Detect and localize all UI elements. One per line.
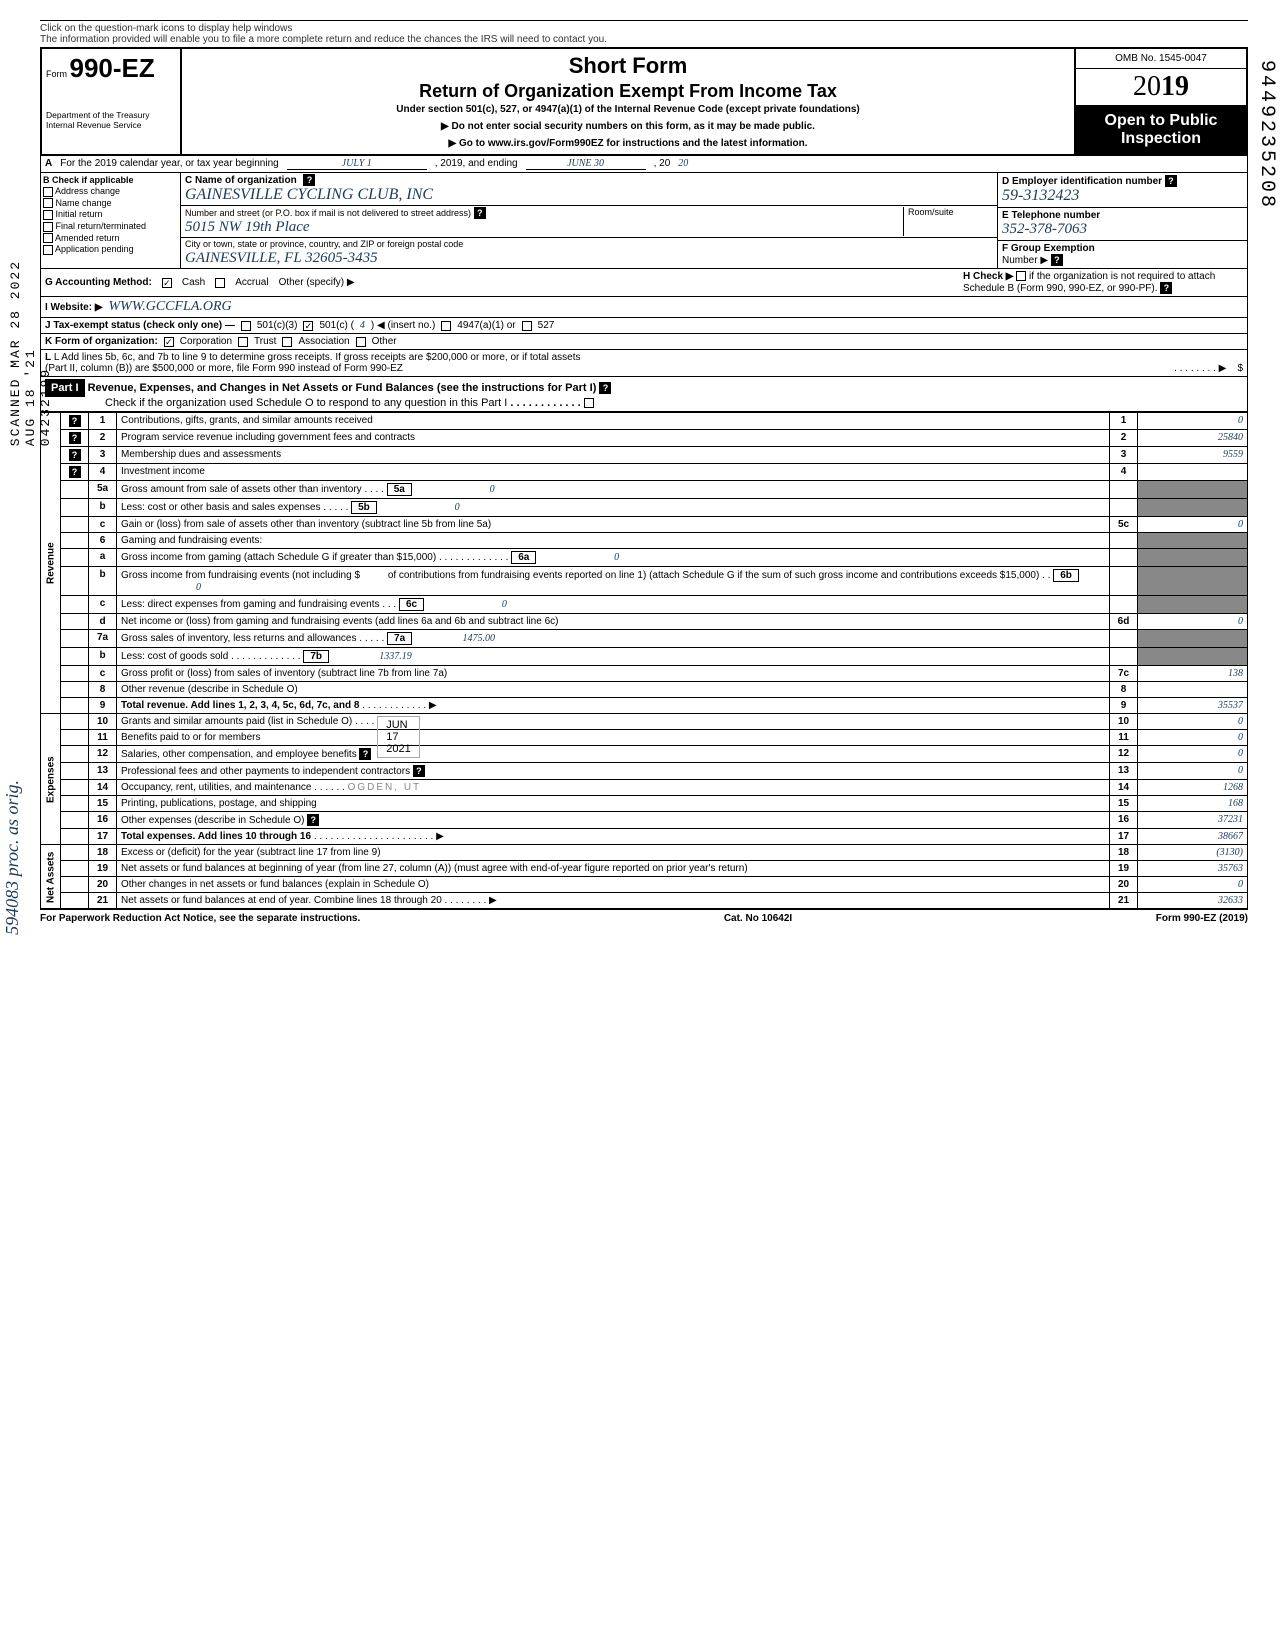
expenses-label: Expenses [41, 714, 61, 845]
column-c-name-address: C Name of organization ? GAINESVILLE CYC… [181, 173, 997, 268]
check-corporation[interactable]: ✓ [164, 337, 174, 347]
check-501c3[interactable] [241, 321, 251, 331]
city-state-zip[interactable]: GAINESVILLE, FL 32605-3435 [185, 250, 378, 266]
line-2-amount[interactable]: 25840 [1138, 430, 1248, 447]
check-501c[interactable]: ✓ [303, 321, 313, 331]
check-4947[interactable] [441, 321, 451, 331]
form-subtitle: Return of Organization Exempt From Incom… [190, 81, 1066, 102]
help-icon[interactable]: ? [474, 207, 486, 219]
ogden-stamp: OGDEN, UT [348, 782, 422, 793]
part-1-header: Part I Revenue, Expenses, and Changes in… [40, 377, 1248, 412]
form-title-box: Short Form Return of Organization Exempt… [182, 49, 1076, 154]
website[interactable]: WWW.GCCFLA.ORG [109, 299, 232, 315]
line-3-amount[interactable]: 9559 [1138, 447, 1248, 464]
check-final-return[interactable]: Final return/terminated [43, 221, 178, 232]
help-banner: Click on the question-mark icons to disp… [40, 20, 1248, 47]
line-a: A For the 2019 calendar year, or tax yea… [40, 156, 1248, 173]
ein[interactable]: 59-3132423 [1002, 187, 1079, 204]
help-icon[interactable]: ? [413, 765, 425, 777]
line-6c-amount[interactable]: 0 [427, 599, 507, 610]
check-amended-return[interactable]: Amended return [43, 233, 178, 244]
row-i-website: I Website: ▶ WWW.GCCFLA.ORG [40, 297, 1248, 318]
check-accrual[interactable] [215, 278, 225, 288]
line-20-amount[interactable]: 0 [1138, 877, 1248, 893]
line-19-amount[interactable]: 35763 [1138, 861, 1248, 877]
tax-year: 2019 [1076, 69, 1246, 106]
help-icon[interactable]: ? [307, 814, 319, 826]
line-9-amount[interactable]: 35537 [1138, 698, 1248, 714]
line-5c-amount[interactable]: 0 [1138, 517, 1248, 533]
line-8-amount[interactable] [1138, 682, 1248, 698]
line-16-amount[interactable]: 37231 [1138, 812, 1248, 829]
column-d-e-f: D Employer identification number ? 59-31… [997, 173, 1247, 268]
line-10-amount[interactable]: 0 [1138, 714, 1248, 730]
dln-stamp: 9449235208 [1255, 60, 1278, 210]
column-b-checkboxes: B Check if applicable Address change Nam… [41, 173, 181, 268]
margin-handwriting: 594083 proc. as orig. [2, 780, 23, 935]
open-to-public: Open to Public Inspection [1076, 106, 1246, 154]
line-15-amount[interactable]: 168 [1138, 796, 1248, 812]
line-1-amount[interactable]: 0 [1138, 413, 1248, 430]
page-footer: For Paperwork Reduction Act Notice, see … [40, 909, 1248, 924]
omb-number: OMB No. 1545-0047 [1076, 49, 1246, 69]
help-icon[interactable]: ? [599, 382, 611, 394]
tax-year-end-year[interactable]: 20 [678, 158, 688, 170]
check-other-org[interactable] [356, 337, 366, 347]
help-icon[interactable]: ? [1165, 175, 1177, 187]
row-j-tax-status: J Tax-exempt status (check only one) — 5… [40, 318, 1248, 334]
line-12-amount[interactable]: 0 [1138, 746, 1248, 763]
tax-year-end-month[interactable]: JUNE 30 [526, 158, 646, 170]
received-stamp: JUN 17 2021 [377, 716, 419, 758]
check-initial-return[interactable]: Initial return [43, 209, 178, 220]
line-18-amount[interactable]: (3130) [1138, 845, 1248, 861]
check-527[interactable] [522, 321, 532, 331]
line-6b-amount[interactable]: 0 [121, 582, 201, 593]
check-address-change[interactable]: Address change [43, 186, 178, 197]
revenue-label: Revenue [41, 413, 61, 714]
501c-insert[interactable]: 4 [360, 320, 365, 331]
line-14-amount[interactable]: 1268 [1138, 780, 1248, 796]
tax-year-begin[interactable]: JULY 1 [287, 158, 427, 170]
line-11-amount[interactable]: 0 [1138, 730, 1248, 746]
part1-table: Revenue ?1 Contributions, gifts, grants,… [40, 412, 1248, 909]
line-13-amount[interactable]: 0 [1138, 763, 1248, 780]
form-header: Form 990-EZ Department of the Treasury I… [40, 47, 1248, 156]
check-association[interactable] [282, 337, 292, 347]
check-schedule-b[interactable] [1016, 271, 1026, 281]
row-g-h: G Accounting Method: ✓ Cash Accrual Othe… [40, 269, 1248, 297]
line-6a-amount[interactable]: 0 [539, 552, 619, 563]
row-l-gross-receipts: L L Add lines 5b, 6c, and 7b to line 9 t… [40, 350, 1248, 377]
check-schedule-o-part1[interactable] [584, 398, 594, 408]
help-icon[interactable]: ? [1160, 282, 1172, 294]
form-year-box: OMB No. 1545-0047 2019 Open to Public In… [1076, 49, 1246, 154]
check-name-change[interactable]: Name change [43, 198, 178, 209]
line-5a-amount[interactable]: 0 [415, 484, 495, 495]
net-assets-label: Net Assets [41, 845, 61, 909]
form-id-box: Form 990-EZ Department of the Treasury I… [42, 49, 182, 154]
line-7a-amount[interactable]: 1475.00 [415, 633, 495, 644]
help-icon[interactable]: ? [303, 174, 315, 186]
line-7c-amount[interactable]: 138 [1138, 666, 1248, 682]
help-icon[interactable]: ? [359, 748, 371, 760]
street-address[interactable]: 5015 NW 19th Place [185, 219, 310, 235]
check-trust[interactable] [238, 337, 248, 347]
line-4-amount[interactable] [1138, 464, 1248, 481]
telephone[interactable]: 352-378-7063 [1002, 221, 1087, 237]
check-cash[interactable]: ✓ [162, 278, 172, 288]
org-name[interactable]: GAINESVILLE CYCLING CLUB, INC [185, 186, 433, 203]
line-7b-amount[interactable]: 1337.19 [332, 651, 412, 662]
help-icon[interactable]: ? [1051, 254, 1063, 266]
line-6d-amount[interactable]: 0 [1138, 614, 1248, 630]
form-title: Short Form [190, 53, 1066, 79]
form-number: 990-EZ [70, 53, 155, 83]
check-application-pending[interactable]: Application pending [43, 244, 178, 255]
row-k-form-org: K Form of organization: ✓ Corporation Tr… [40, 334, 1248, 350]
section-b-through-f: B Check if applicable Address change Nam… [40, 173, 1248, 269]
line-5b-amount[interactable]: 0 [380, 502, 460, 513]
line-17-amount[interactable]: 38667 [1138, 829, 1248, 845]
line-21-amount[interactable]: 32633 [1138, 893, 1248, 909]
